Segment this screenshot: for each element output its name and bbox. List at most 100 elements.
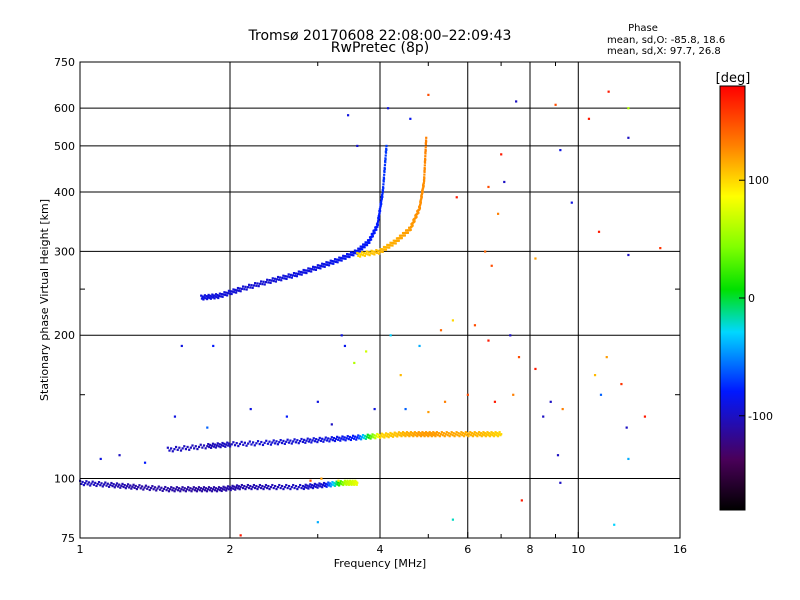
trace-point xyxy=(307,267,310,270)
trace-point xyxy=(434,435,437,438)
trace-point xyxy=(209,297,212,300)
x-tick-label: 8 xyxy=(527,543,534,556)
trace-point xyxy=(286,275,289,278)
trace-point xyxy=(249,286,252,289)
trace-point xyxy=(340,437,343,440)
trace-point xyxy=(260,280,263,283)
trace-point xyxy=(416,435,419,438)
trace-point xyxy=(287,441,291,444)
trace-point xyxy=(156,487,159,490)
trace-point xyxy=(349,251,353,254)
trace-point xyxy=(256,487,259,491)
trace-point xyxy=(220,489,223,493)
trace-point xyxy=(212,294,215,297)
trace-point xyxy=(331,481,334,484)
trace-point xyxy=(423,166,426,170)
trace-point xyxy=(385,148,388,151)
scatter-point xyxy=(180,344,183,348)
trace-point xyxy=(328,261,331,265)
trace-point xyxy=(419,432,422,435)
trace-point xyxy=(488,435,491,438)
scatter-point xyxy=(605,356,608,359)
trace-point xyxy=(351,434,355,437)
x-tick-label: 6 xyxy=(464,543,471,556)
scatter-point xyxy=(443,400,447,403)
trace-point xyxy=(355,249,358,252)
trace-point xyxy=(124,487,127,490)
trace-point xyxy=(292,271,296,275)
trace-point xyxy=(283,485,286,489)
trace-point xyxy=(275,487,278,491)
trace-point xyxy=(331,439,334,442)
trace-point xyxy=(296,439,299,442)
trace-point xyxy=(342,257,346,260)
trace-point xyxy=(395,239,398,243)
data-points xyxy=(79,90,662,537)
trace-point xyxy=(297,485,300,489)
scatter-point xyxy=(473,324,477,327)
trace-point xyxy=(286,438,289,441)
trace-point xyxy=(207,486,211,489)
scatter-point xyxy=(500,153,503,156)
trace-point xyxy=(318,482,321,485)
trace-point xyxy=(424,158,427,162)
trace-point xyxy=(399,237,402,240)
trace-point xyxy=(300,273,303,276)
trace-point xyxy=(319,439,323,442)
trace-point xyxy=(201,446,204,449)
trace-point xyxy=(342,438,345,441)
trace-point xyxy=(326,263,329,267)
trace-point xyxy=(422,432,425,435)
trace-point xyxy=(420,433,423,436)
trace-point xyxy=(299,270,302,274)
trace-point xyxy=(424,139,428,142)
trace-point xyxy=(462,435,466,438)
trace-point xyxy=(252,483,256,487)
trace-point xyxy=(450,431,453,434)
trace-point xyxy=(415,215,418,219)
trace-point xyxy=(429,434,432,437)
trace-point xyxy=(394,242,397,245)
scatter-point xyxy=(330,423,333,426)
trace-point xyxy=(179,449,183,452)
trace-point xyxy=(340,483,343,486)
trace-point xyxy=(205,295,208,298)
trace-point xyxy=(237,444,240,448)
trace-point xyxy=(235,289,239,292)
trace-point xyxy=(120,484,123,487)
trace-point xyxy=(342,481,346,484)
trace-point xyxy=(349,438,353,442)
trace-point xyxy=(147,485,150,488)
trace-point xyxy=(242,443,245,446)
trace-point xyxy=(393,242,396,245)
trace-point xyxy=(90,482,93,485)
trace-point xyxy=(381,192,384,195)
trace-point xyxy=(204,297,207,300)
trace-point xyxy=(270,279,273,282)
trace-point xyxy=(421,188,424,191)
trace-point xyxy=(272,439,275,442)
trace-point xyxy=(385,246,388,249)
trace-point xyxy=(323,438,326,441)
trace-point xyxy=(86,483,89,486)
trace-point xyxy=(348,435,351,439)
trace-point xyxy=(173,490,176,493)
trace-point xyxy=(379,201,383,204)
trace-point xyxy=(236,286,240,290)
trace-point xyxy=(170,486,173,489)
trace-point xyxy=(303,271,306,274)
trace-point xyxy=(292,440,295,443)
trace-point xyxy=(456,434,459,437)
trace-point xyxy=(367,251,370,254)
trace-point xyxy=(376,225,379,228)
trace-point xyxy=(371,235,374,238)
trace-point xyxy=(362,436,366,440)
trace-point xyxy=(205,490,209,493)
trace-point xyxy=(208,489,212,492)
trace-point xyxy=(130,487,133,490)
trace-point xyxy=(366,433,369,436)
trace-point xyxy=(247,486,251,490)
trace-point xyxy=(217,296,220,300)
stats-line-x: mean, sd,X: 97.7, 26.8 xyxy=(607,46,721,57)
trace-point xyxy=(194,487,198,490)
